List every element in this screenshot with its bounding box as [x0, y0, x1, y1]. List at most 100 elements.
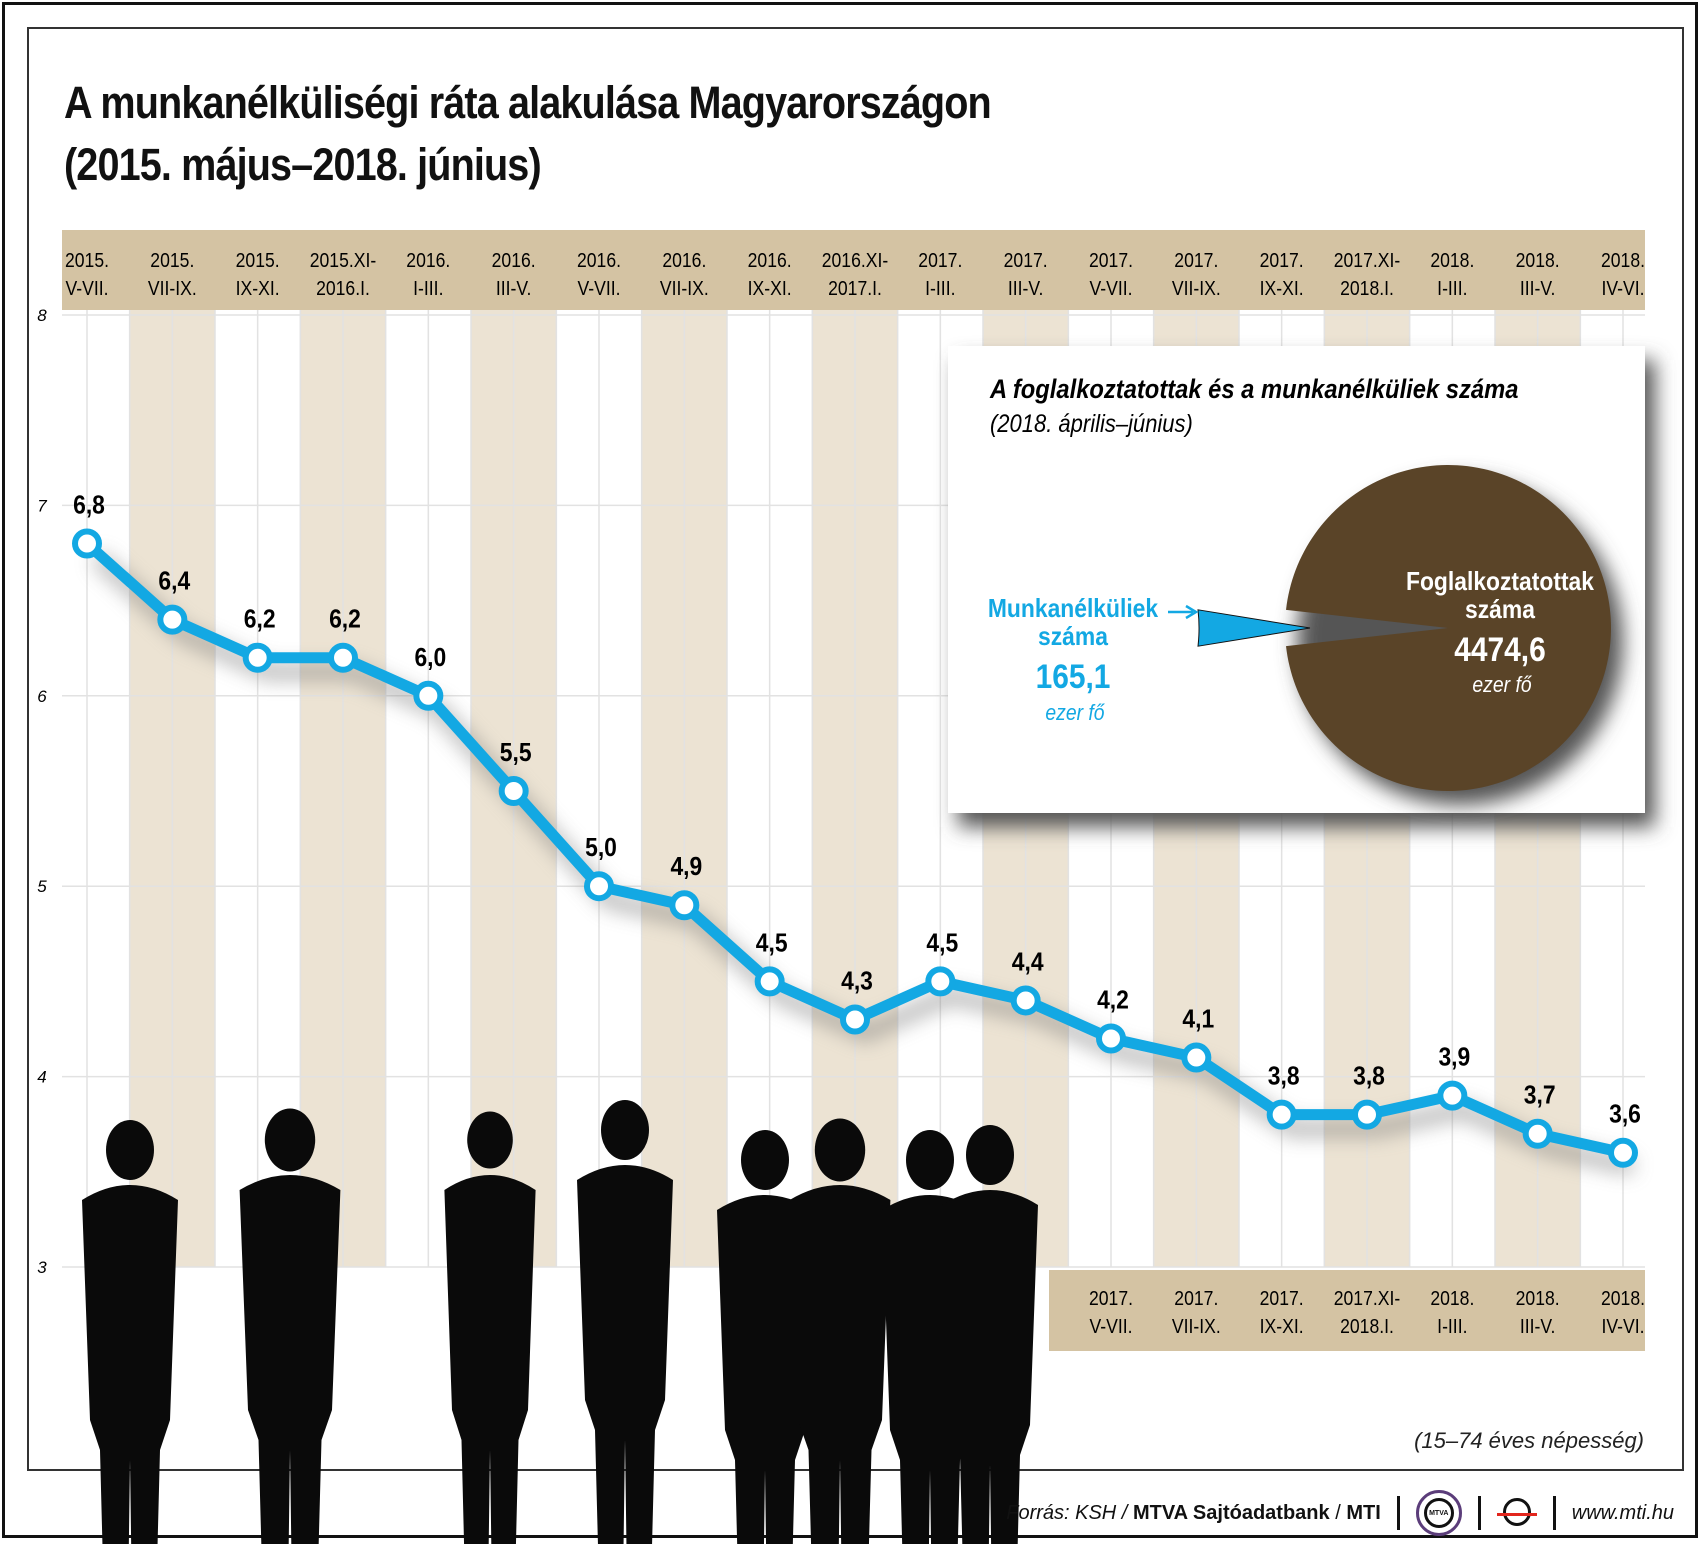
inset-subtitle: (2018. április–június)	[990, 410, 1193, 438]
data-label: 3,6	[1609, 1100, 1641, 1129]
x-tick-label: VII-IX.	[660, 277, 709, 299]
title-line-2: (2015. május–2018. június)	[64, 139, 542, 190]
data-label: 6,2	[329, 605, 361, 634]
data-point	[328, 642, 358, 673]
x-tick-label: IV-VI.	[1601, 1315, 1644, 1337]
x-tick-label: III-V.	[1520, 277, 1556, 299]
data-point	[72, 528, 102, 559]
source-credit: Forrás: KSH / MTVA Sajtóadatbank / MTI	[1006, 1501, 1381, 1524]
person-body	[942, 1190, 1038, 1544]
x-tick-label: VII-IX.	[1172, 277, 1221, 299]
unemployed-unit: ezer fő	[1045, 701, 1105, 725]
data-point	[669, 890, 700, 921]
x-tick-label: 2016.	[577, 249, 621, 271]
x-tick-label: 2017.XI-	[1334, 249, 1401, 271]
x-tick-label: IX-XI.	[1260, 277, 1304, 299]
y-tick-label: 7	[37, 496, 47, 515]
x-tick-label: 2016.	[748, 249, 792, 271]
data-point	[840, 1004, 870, 1035]
line-shadow	[92, 552, 1635, 1174]
person-head	[467, 1111, 513, 1169]
person-body	[717, 1195, 813, 1544]
data-point	[413, 680, 444, 711]
data-label: 4,1	[1182, 1005, 1214, 1034]
category-band-top	[62, 230, 1645, 310]
x-tick-label: 2018.	[1601, 1287, 1645, 1309]
x-tick-label: III-V.	[1008, 277, 1044, 299]
page-title: A munkanélküliségi ráta alakulása Magyar…	[64, 72, 992, 196]
data-point	[925, 966, 956, 997]
data-label: 5,5	[500, 739, 532, 768]
data-point	[1010, 985, 1041, 1016]
x-tick-label: 2016.	[406, 249, 450, 271]
x-tick-label: 2017.	[918, 249, 962, 271]
person-head	[814, 1118, 866, 1182]
employed-label: száma	[1465, 596, 1535, 625]
x-tick-label: 2016.	[662, 249, 706, 271]
x-tick-label: VII-IX.	[1172, 1315, 1221, 1337]
x-tick-label: V-VII.	[1089, 277, 1132, 299]
x-tick-label: 2018.I.	[1340, 1315, 1394, 1337]
person-body	[239, 1175, 341, 1544]
x-tick-label: 2016.	[492, 249, 536, 271]
data-label: 4,4	[1012, 948, 1044, 977]
employed-unit: ezer fő	[1472, 673, 1532, 697]
mtva-logo: MTVA	[1415, 1490, 1462, 1536]
x-tick-label: 2018.	[1601, 249, 1645, 271]
data-label: 4,5	[756, 929, 788, 958]
x-tick-label: 2017.	[1004, 249, 1048, 271]
person-head	[741, 1130, 789, 1190]
x-tick-label: I-III.	[1437, 277, 1467, 299]
x-tick-label: 2015.	[150, 249, 194, 271]
unemployed-value: 165,1	[1036, 657, 1111, 695]
unemployed-label: száma	[1038, 623, 1108, 652]
x-tick-label: V-VII.	[65, 277, 108, 299]
x-tick-label: 2017.	[1089, 1287, 1133, 1309]
data-point	[1181, 1042, 1212, 1073]
x-tick-label: 2018.	[1430, 1287, 1474, 1309]
x-tick-label: III-V.	[1520, 1315, 1556, 1337]
website-link[interactable]: www.mti.hu	[1571, 1501, 1674, 1524]
x-tick-label: I-III.	[1437, 1315, 1467, 1337]
x-tick-label: 2017.	[1089, 249, 1133, 271]
x-tick-label: 2018.I.	[1340, 277, 1394, 299]
x-tick-label: VII-IX.	[148, 277, 197, 299]
data-label: 3,9	[1438, 1043, 1470, 1072]
person-body	[444, 1175, 536, 1544]
data-point	[1437, 1080, 1468, 1111]
data-label: 3,8	[1353, 1062, 1385, 1091]
data-label: 6,0	[414, 644, 446, 673]
x-tick-label: IX-XI.	[236, 277, 280, 299]
person-body	[82, 1185, 178, 1544]
y-tick-label: 4	[37, 1068, 46, 1087]
data-label: 4,5	[926, 929, 958, 958]
divider	[1552, 1496, 1556, 1530]
data-label: 4,9	[670, 853, 702, 882]
title-line-1: A munkanélküliségi ráta alakulása Magyar…	[64, 77, 992, 128]
data-label: 6,8	[73, 491, 105, 520]
y-tick-label: 6	[37, 687, 47, 706]
x-tick-label: 2016.I.	[316, 277, 370, 299]
data-point	[498, 776, 529, 806]
data-label: 6,2	[244, 605, 276, 634]
x-tick-label: 2017.XI-	[1334, 1287, 1401, 1309]
x-tick-label: 2017.	[1174, 249, 1218, 271]
x-tick-label: IV-VI.	[1601, 277, 1644, 299]
data-point	[1522, 1118, 1553, 1149]
person-body	[789, 1185, 891, 1544]
person-head	[264, 1108, 316, 1172]
data-label: 4,3	[841, 967, 873, 996]
data-label: 4,2	[1097, 986, 1129, 1015]
pie-slice-employed	[1286, 464, 1611, 791]
data-point	[1352, 1099, 1382, 1130]
x-tick-label: V-VII.	[1089, 1315, 1132, 1337]
x-tick-label: 2017.	[1174, 1287, 1218, 1309]
mti-logo	[1496, 1496, 1537, 1530]
y-tick-label: 5	[37, 877, 47, 896]
x-tick-label: 2018.	[1516, 1287, 1560, 1309]
x-tick-label: 2017.	[1260, 1287, 1304, 1309]
divider	[1396, 1496, 1400, 1530]
data-label: 6,4	[158, 567, 190, 596]
data-point	[1096, 1023, 1126, 1054]
